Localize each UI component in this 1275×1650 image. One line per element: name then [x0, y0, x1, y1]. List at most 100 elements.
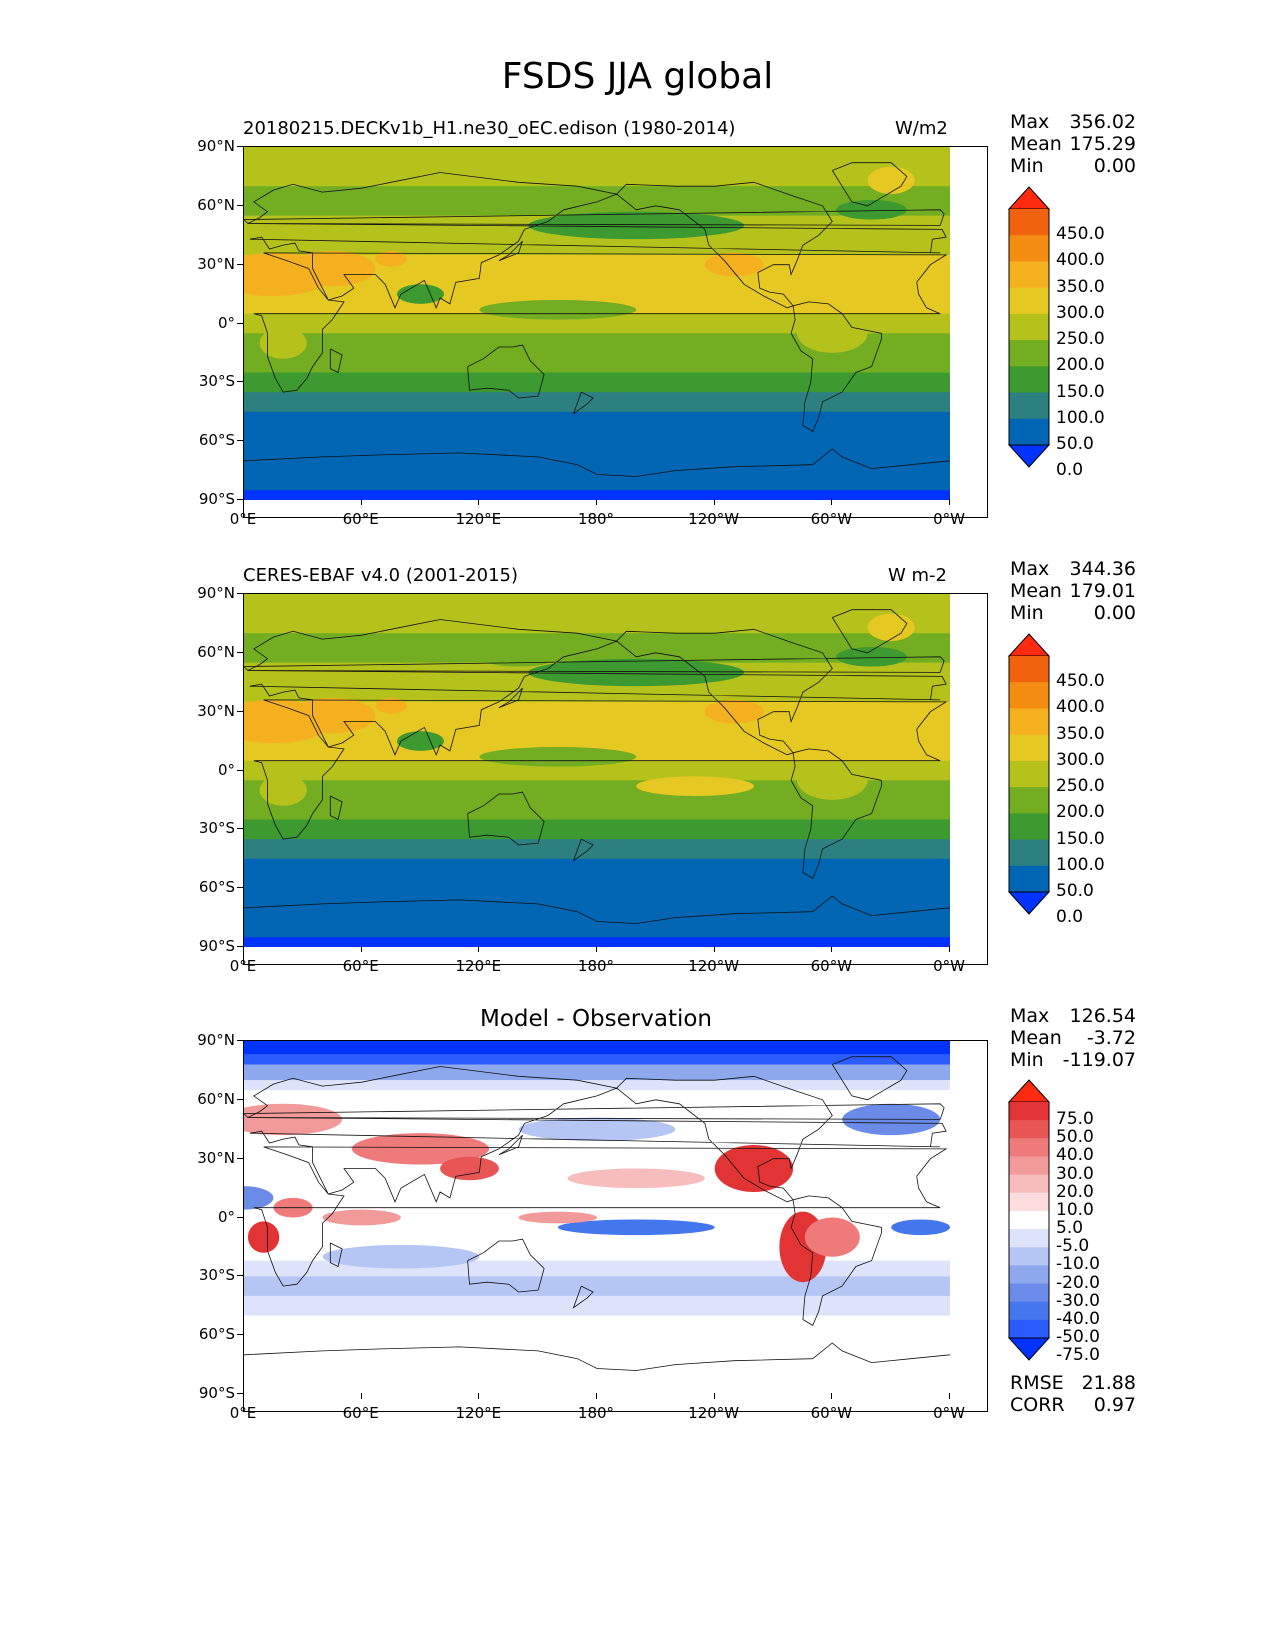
y-tick	[237, 946, 243, 947]
x-tick-label: 60°E	[342, 1404, 379, 1422]
colorbar-tick-label: -75.0	[1056, 1345, 1100, 1366]
colorbar-tick-label: 30.0	[1056, 1163, 1094, 1184]
colorbar-tick-label: 200.0	[1056, 802, 1105, 823]
field-feature	[528, 715, 745, 747]
zonal-band	[244, 819, 950, 830]
field-feature	[836, 199, 907, 220]
colorbar-tick-label: -20.0	[1056, 1272, 1100, 1293]
field-feature	[797, 313, 868, 353]
colorbar-segment	[1009, 1120, 1049, 1139]
zonal-band	[244, 245, 950, 256]
y-tick-label: 30°S	[198, 819, 235, 838]
min-value: 0.00	[1093, 602, 1136, 624]
field-feature	[351, 1133, 490, 1165]
panel1-title-left: 20180215.DECKv1b_H1.ne30_oEC.edison (198…	[243, 118, 736, 139]
mean-label: Mean	[1010, 1027, 1062, 1049]
x-tick	[360, 499, 362, 505]
zonal-band	[244, 790, 950, 801]
colorbar-tick-label: 300.0	[1056, 749, 1105, 770]
zonal-band	[244, 343, 950, 354]
field-feature	[804, 1217, 860, 1257]
mean-value: -3.72	[1086, 1027, 1136, 1049]
zonal-band	[244, 927, 950, 938]
zonal-band	[244, 166, 950, 178]
field-feature	[636, 776, 754, 796]
zonal-band	[244, 1276, 950, 1296]
colorbar-segment	[1009, 1283, 1049, 1303]
y-tick-label: 0°	[217, 1207, 235, 1226]
x-tick-label: 60°W	[810, 510, 853, 528]
zonal-band	[244, 907, 950, 919]
panel1-title-right: W/m2	[895, 118, 948, 139]
zonal-band	[244, 897, 950, 909]
zonal-band	[244, 401, 950, 413]
field-feature	[479, 299, 637, 320]
zonal-band	[244, 603, 950, 615]
colorbar-segment	[1009, 1247, 1049, 1266]
colorbar-segment	[1009, 1102, 1049, 1121]
colorbar-tick-label: 400.0	[1056, 250, 1105, 271]
x-tick	[831, 946, 833, 952]
colorbar-segment	[1009, 813, 1049, 841]
y-tick	[237, 769, 243, 771]
y-tick	[237, 381, 243, 383]
field-feature	[289, 697, 376, 734]
mean-value: 175.29	[1069, 133, 1136, 155]
colorbar-min-arrow	[1008, 891, 1050, 915]
min-value: -119.07	[1062, 1049, 1136, 1071]
colorbar-tick-label: 50.0	[1056, 434, 1094, 454]
zonal-band	[244, 613, 950, 625]
colorbar-segment	[1009, 1138, 1049, 1157]
y-tick	[237, 593, 243, 594]
zonal-band	[244, 848, 950, 860]
y-tick-label: 30°N	[197, 254, 235, 273]
zonal-band	[244, 196, 950, 207]
colorbar-tick-label: -50.0	[1056, 1327, 1100, 1347]
y-tick-label: 60°N	[197, 642, 235, 661]
figure-title: FSDS JJA global	[501, 56, 774, 97]
x-tick-label: 0°E	[229, 1404, 257, 1422]
min-label: Min	[1010, 1049, 1044, 1071]
field-feature	[867, 613, 915, 642]
zonal-band	[244, 1054, 950, 1065]
x-tick-label: 0°W	[933, 510, 965, 528]
coastline	[244, 609, 950, 924]
y-tick-label: 0°	[217, 760, 235, 779]
max-value: 356.02	[1069, 111, 1136, 133]
x-tick-label: 120°W	[688, 510, 740, 528]
min-label: Min	[1010, 602, 1044, 624]
x-tick	[478, 499, 480, 505]
panel3-metrics: RMSE 21.88 CORR 0.97	[1010, 1372, 1136, 1416]
zonal-band	[244, 333, 950, 344]
zonal-band	[244, 480, 950, 491]
field-feature	[528, 268, 745, 300]
field-feature	[375, 697, 407, 714]
coastline	[244, 1056, 950, 1371]
colorbar-segment	[1009, 1156, 1049, 1176]
zonal-band	[244, 937, 950, 947]
x-tick	[243, 1393, 244, 1399]
colorbar-tick-label: 40.0	[1056, 1145, 1094, 1166]
colorbar-min-arrow	[1008, 444, 1050, 468]
panel2-title-right: W m-2	[888, 565, 948, 586]
y-tick	[237, 710, 243, 712]
colorbar-tick-label: 100.0	[1056, 407, 1105, 428]
field-feature	[247, 1221, 280, 1253]
colorbar-tick-label: 5.0	[1056, 1218, 1084, 1239]
colorbar-tick-label: 300.0	[1056, 302, 1105, 323]
zonal-band	[244, 147, 950, 158]
colorbar-segment	[1009, 1192, 1049, 1212]
colorbar-tick-label: 0.0	[1056, 907, 1084, 928]
y-tick-label: 30°S	[198, 1266, 235, 1285]
field-feature	[322, 1244, 480, 1269]
field-feature	[567, 1168, 705, 1189]
zonal-band	[244, 780, 950, 791]
colorbar-tick-label: 350.0	[1056, 723, 1105, 744]
y-tick	[237, 1040, 243, 1041]
field-feature	[396, 731, 445, 751]
field-feature	[557, 1219, 715, 1236]
zonal-band	[244, 235, 950, 246]
colorbar-segment	[1009, 392, 1049, 420]
field-feature	[479, 746, 637, 767]
zonal-band	[244, 362, 950, 374]
